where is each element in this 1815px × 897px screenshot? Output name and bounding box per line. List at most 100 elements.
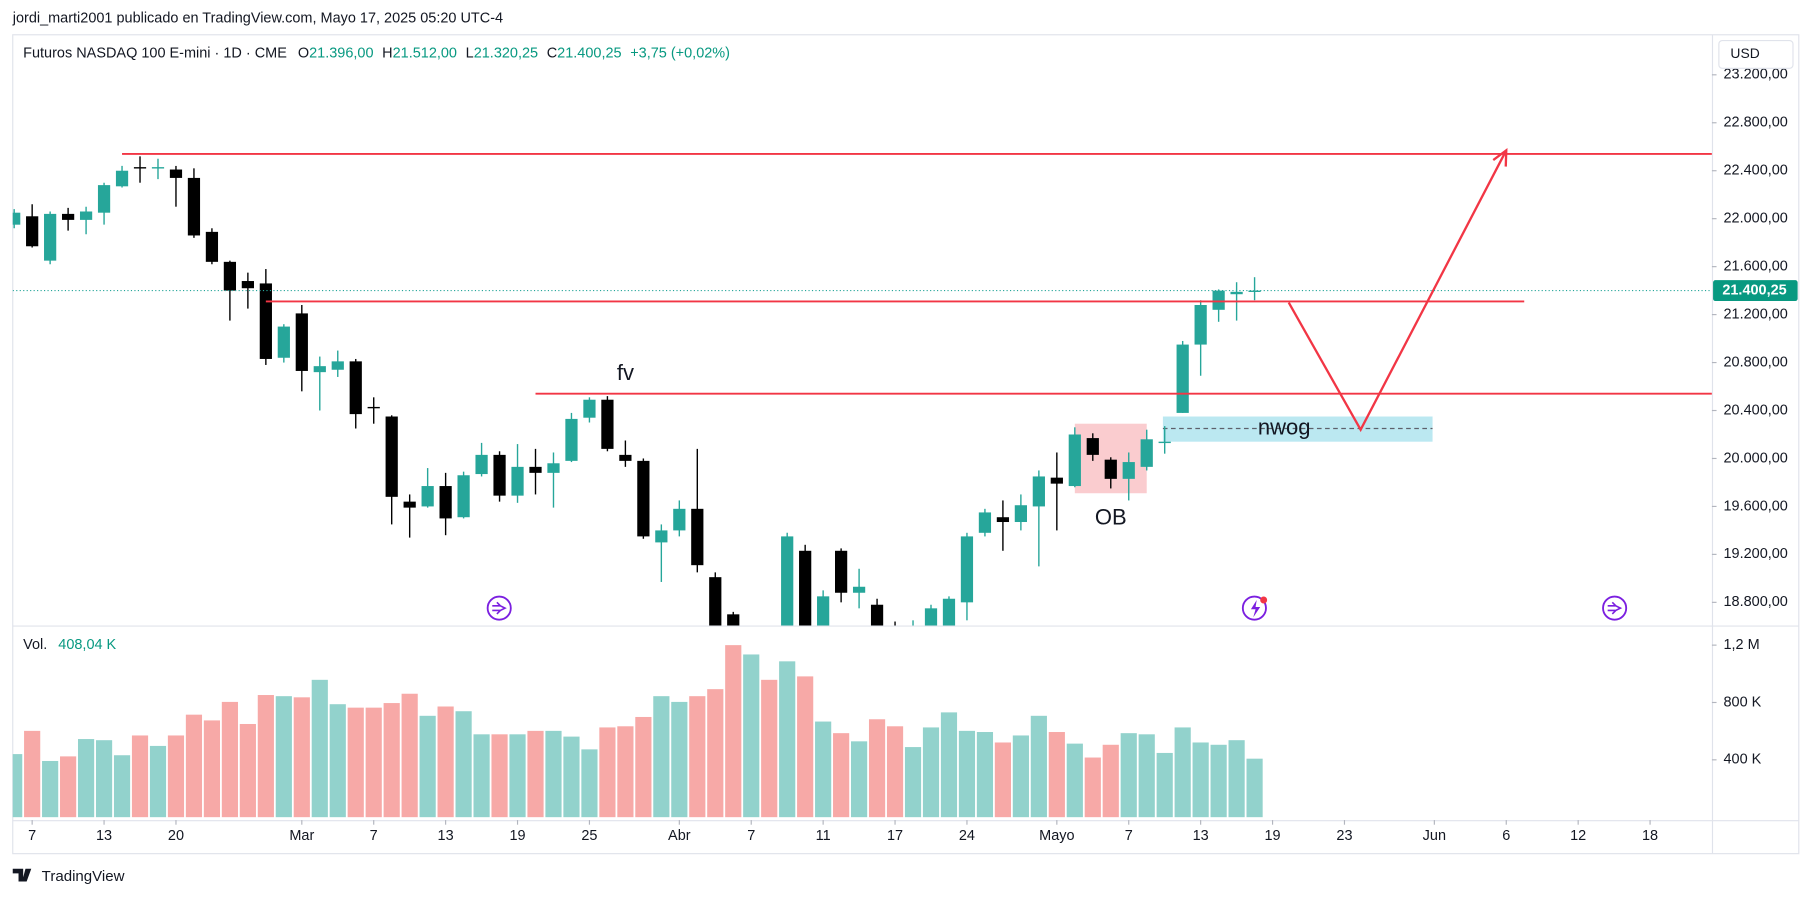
volume-bar [1102, 744, 1119, 818]
x-tick-label: 12 [1570, 828, 1586, 844]
x-tick-label: 7 [1125, 828, 1133, 844]
currency-button[interactable] [1718, 39, 1794, 69]
volume-bar [976, 732, 994, 818]
legend-key: L [466, 45, 474, 61]
volume-value: 408,04 K [58, 637, 116, 653]
candle-body [151, 167, 165, 169]
volume-bar [437, 706, 454, 818]
volume-bar [419, 715, 436, 818]
volume-bar [24, 730, 41, 818]
event-icon[interactable] [1602, 595, 1628, 621]
candle-body [421, 486, 434, 507]
currency-label: USD [1730, 45, 1759, 61]
candle-body [1230, 291, 1243, 295]
volume-bar [203, 720, 221, 818]
x-tick-label: Mayo [1039, 828, 1074, 844]
y-tick-label: 21.200,00 [1723, 306, 1787, 322]
volume-bar [365, 707, 382, 818]
candle-body [457, 475, 470, 518]
candle-body [1050, 477, 1063, 484]
overlay: 23.200,00 22.800,00 22.400,00 22.000,00 21.6… [28, 67, 1798, 844]
candle-body [313, 366, 326, 373]
candle-body [781, 536, 794, 626]
candle-body [709, 577, 722, 626]
candle-body [511, 466, 524, 496]
x-tick-label: Jun [1423, 828, 1446, 844]
y-tick-label: 19.600,00 [1723, 498, 1787, 514]
x-tick-label: 20 [168, 828, 184, 844]
volume-bar [1246, 758, 1263, 818]
volume-bar [958, 730, 976, 818]
candle-body [655, 530, 668, 543]
level-label: fv [617, 360, 634, 385]
volume-bar [95, 740, 113, 818]
volume-bar [473, 734, 490, 818]
volume-bar [1138, 734, 1155, 818]
volume-bar [797, 676, 814, 818]
y-tick-label: 22.000,00 [1723, 211, 1787, 227]
volume-bar [886, 726, 904, 818]
x-tick-label: 19 [509, 828, 525, 844]
volume-bar [671, 701, 688, 818]
volume-bar [833, 733, 850, 818]
volume-bar [653, 696, 670, 818]
x-tick-label: Mar [289, 828, 314, 844]
volume-bar [1228, 740, 1245, 818]
candle-body [817, 596, 830, 626]
x-tick-label: 19 [1265, 828, 1281, 844]
legend-change: +3,75 (+0,02%) [630, 45, 730, 61]
x-tick-label: 11 [816, 828, 831, 844]
x-tick-label: 24 [959, 828, 975, 844]
candle-body [187, 177, 201, 236]
candle-body [493, 454, 506, 496]
candle-body [133, 167, 147, 169]
x-tick-label: 17 [887, 828, 903, 844]
volume-bar [761, 679, 778, 818]
volume-bar [1048, 732, 1065, 818]
legend-value: 21.512,00 [393, 45, 457, 61]
legend-value: 21.400,25 [557, 45, 621, 61]
event-icon-glyph [1607, 601, 1623, 615]
volume-bar [347, 707, 364, 818]
candle-body [835, 550, 848, 593]
volume-bar [779, 661, 796, 818]
candle-body [475, 454, 488, 475]
y-tick-label: 22.800,00 [1723, 115, 1787, 131]
candle-body [1104, 459, 1117, 479]
candle-body [349, 361, 362, 415]
legend-key: C [547, 45, 557, 61]
volume-tick-label: 800 K [1723, 694, 1761, 710]
candle-body [241, 281, 254, 289]
y-tick-label: 22.400,00 [1723, 163, 1787, 179]
volume-bar [185, 714, 203, 818]
candle-body [295, 313, 308, 371]
candle-body [1212, 290, 1225, 310]
candle-body [1032, 476, 1045, 507]
volume-bar [1192, 742, 1209, 818]
volume-bar [491, 734, 508, 818]
event-icon[interactable] [486, 595, 512, 621]
volume-bar [149, 745, 167, 818]
candle-body [1068, 434, 1081, 487]
volume-bar [922, 727, 940, 818]
volume-bar [689, 696, 706, 818]
volume-pane [12, 645, 1263, 818]
y-tick-label: 23.200,00 [1723, 67, 1787, 83]
candle-body [44, 213, 57, 261]
x-tick-label: 13 [96, 828, 112, 844]
event-icon-glyph [1250, 600, 1261, 618]
candle-body [61, 213, 75, 220]
volume-bar [131, 735, 149, 818]
arrow-head [1492, 147, 1508, 167]
event-icon-glyph [492, 601, 507, 615]
volume-bar [940, 712, 958, 818]
header-text: jordi_marti2001 publicado en TradingView… [12, 10, 503, 26]
y-tick-label: 20.800,00 [1723, 354, 1787, 370]
candle-body [978, 512, 992, 533]
volume-bar [257, 695, 274, 818]
x-tick-label: 23 [1336, 828, 1352, 844]
candle-body [205, 231, 219, 262]
y-tick-label: 20.400,00 [1723, 402, 1787, 418]
